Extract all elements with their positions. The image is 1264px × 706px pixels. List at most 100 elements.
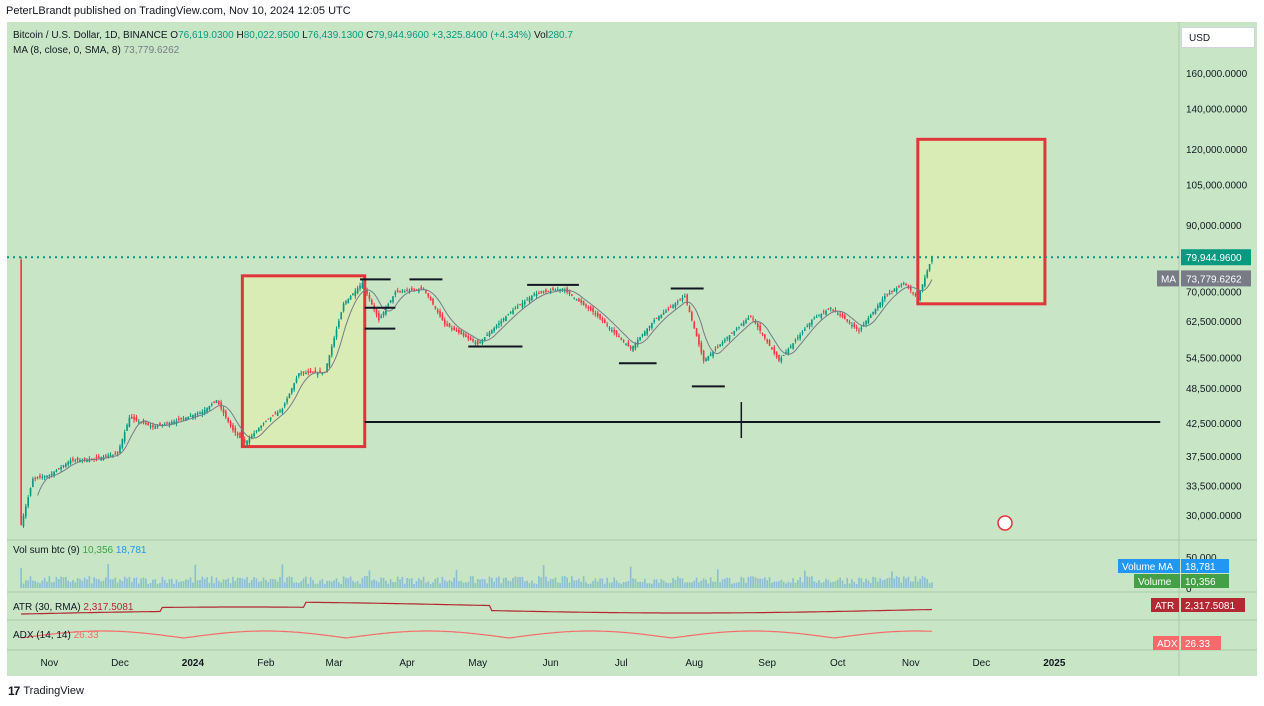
candle-body bbox=[432, 298, 434, 305]
volume-bar bbox=[177, 581, 180, 588]
volume-bar bbox=[387, 583, 390, 588]
volume-bar bbox=[274, 579, 277, 588]
candle-body bbox=[698, 335, 700, 345]
candle bbox=[121, 438, 124, 450]
volume-bar bbox=[872, 576, 874, 588]
candle-body bbox=[822, 311, 825, 313]
volume-bar bbox=[888, 577, 891, 588]
volume-bar bbox=[606, 577, 608, 588]
candle-body bbox=[648, 325, 651, 328]
candle-body bbox=[215, 400, 218, 404]
volume-bar bbox=[749, 576, 752, 588]
candle bbox=[782, 354, 785, 356]
volume-bar bbox=[724, 578, 726, 588]
candle bbox=[267, 418, 270, 420]
candle-body bbox=[175, 420, 178, 424]
candle bbox=[860, 325, 863, 333]
candle-body bbox=[775, 351, 778, 358]
candle-body bbox=[76, 457, 79, 461]
candle bbox=[691, 310, 693, 322]
volume-bar bbox=[102, 580, 105, 588]
volume-bar bbox=[79, 578, 81, 588]
candle-body bbox=[57, 468, 60, 470]
volume-value: 10,356 bbox=[1185, 577, 1216, 588]
candle-body bbox=[700, 342, 703, 353]
volume-bar bbox=[891, 571, 893, 588]
candle-body bbox=[326, 363, 328, 373]
candle bbox=[272, 414, 274, 417]
volume-bar bbox=[159, 582, 161, 588]
candle-body bbox=[764, 334, 766, 339]
volume-ma-tag-bg bbox=[1118, 559, 1180, 573]
candle bbox=[65, 462, 67, 468]
volume-bar bbox=[41, 580, 44, 588]
volume-bar bbox=[432, 582, 434, 588]
volume-ma-value: 18,781 bbox=[1185, 562, 1216, 573]
candle bbox=[542, 290, 545, 294]
volume-bar bbox=[239, 577, 241, 588]
candle-body bbox=[611, 330, 613, 332]
volume-bar bbox=[215, 577, 218, 588]
candle-body bbox=[265, 420, 267, 422]
candle bbox=[345, 300, 347, 306]
candle bbox=[368, 292, 371, 302]
volume-bar bbox=[519, 576, 521, 588]
volume-bar bbox=[309, 577, 312, 588]
volume-bar bbox=[145, 578, 147, 588]
candle-body bbox=[716, 346, 719, 348]
candle bbox=[733, 330, 736, 337]
candle bbox=[900, 283, 903, 288]
ma-value-tag-bg bbox=[1181, 270, 1251, 287]
volume-bar bbox=[669, 582, 672, 588]
volume-bar bbox=[874, 577, 877, 588]
candle-body bbox=[627, 342, 630, 347]
candle-body bbox=[413, 289, 415, 291]
candle-body bbox=[455, 329, 458, 332]
candle-body bbox=[119, 446, 121, 454]
candle-body bbox=[126, 424, 128, 431]
candle bbox=[290, 387, 293, 395]
candle bbox=[333, 335, 335, 348]
candle bbox=[554, 288, 557, 291]
volume-value-bg bbox=[1181, 574, 1229, 588]
volume-bar bbox=[641, 582, 644, 588]
candle bbox=[128, 414, 131, 428]
candle-body bbox=[359, 285, 361, 289]
candle bbox=[225, 409, 227, 420]
candle-body bbox=[260, 425, 263, 428]
candle bbox=[719, 344, 721, 348]
currency-button[interactable]: USD bbox=[1181, 27, 1255, 48]
candle bbox=[340, 311, 343, 320]
candle bbox=[436, 308, 439, 315]
candle-body bbox=[448, 323, 451, 328]
candle bbox=[201, 409, 204, 418]
candle bbox=[912, 291, 914, 296]
candle-body bbox=[420, 287, 423, 289]
tradingview-logo-icon: 17 bbox=[8, 684, 20, 698]
candle-body bbox=[681, 297, 684, 301]
price-chart[interactable]: 180,000.0000160,000.0000140,000.0000120,… bbox=[7, 22, 1257, 676]
candle bbox=[415, 288, 418, 291]
candle bbox=[512, 307, 514, 315]
x-tick-label: Oct bbox=[830, 658, 846, 669]
volume-bar bbox=[472, 576, 474, 588]
footer: 17 TradingView bbox=[8, 684, 84, 698]
candle-body bbox=[67, 462, 70, 465]
candle bbox=[686, 293, 688, 306]
candle-body bbox=[568, 290, 571, 294]
candle-body bbox=[869, 314, 872, 318]
candle-body bbox=[434, 306, 437, 309]
chart-area[interactable]: 180,000.0000160,000.0000140,000.0000120,… bbox=[7, 22, 1257, 676]
candle bbox=[818, 314, 820, 317]
candle-body bbox=[32, 478, 34, 487]
candle bbox=[603, 317, 606, 324]
volume-bar bbox=[683, 582, 686, 588]
candle bbox=[502, 317, 505, 323]
volume-bar bbox=[618, 582, 620, 588]
volume-bar bbox=[152, 579, 154, 588]
volume-bar bbox=[853, 581, 856, 588]
candle bbox=[813, 316, 816, 320]
adx-legend: ADX (14, 14) 26.33 bbox=[13, 630, 99, 641]
volume-bar bbox=[206, 577, 208, 588]
candle bbox=[406, 287, 408, 292]
